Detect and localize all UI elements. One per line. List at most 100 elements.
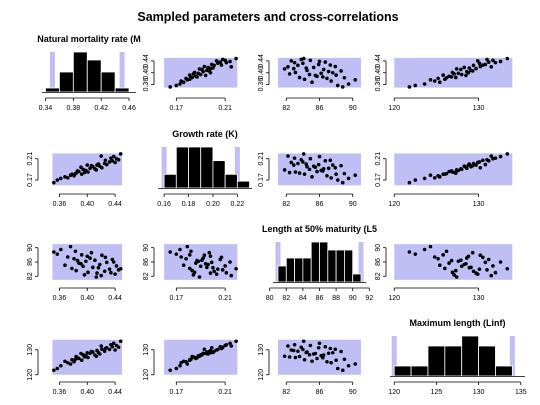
point-K-Linf-18 [483, 162, 488, 167]
point-L50-K-25 [195, 258, 199, 263]
point-Linf-L50-30 [292, 342, 297, 347]
point-K-Linf-0 [413, 178, 418, 182]
point-L50-M-27 [89, 250, 94, 255]
point-M-L50-24 [346, 82, 351, 86]
point-M-Linf-5 [454, 75, 458, 80]
point-K-M-23 [116, 157, 121, 162]
x-tick-label-M-Linf-1: 130 [473, 105, 485, 112]
point-Linf-L50-20 [323, 344, 328, 349]
point-M-L50-21 [289, 59, 294, 63]
hist-bar-L50-1 [285, 257, 295, 283]
panel-title-L50: Length at 50% maturity (L5 [262, 224, 377, 234]
point-K-M-37 [85, 163, 90, 167]
x-tick-label-M-Linf-0: 120 [388, 105, 400, 112]
point-K-Linf-31 [428, 173, 433, 178]
point-K-Linf-36 [407, 180, 412, 185]
point-Linf-M-34 [111, 341, 116, 346]
point-Linf-M-10 [86, 355, 90, 360]
point-M-Linf-39 [444, 75, 449, 80]
point-K-M-38 [99, 154, 103, 158]
y-tick-label-M-K-1: 0.40 [143, 66, 150, 80]
point-K-M-28 [96, 162, 101, 166]
point-K-Linf-30 [493, 156, 498, 160]
hist-bar-L50-2 [294, 257, 304, 283]
point-K-L50-1 [310, 175, 314, 179]
point-K-M-18 [104, 162, 109, 167]
point-M-L50-9 [319, 71, 323, 76]
point-M-L50-26 [287, 72, 292, 76]
point-Linf-L50-21 [289, 348, 294, 352]
point-M-Linf-8 [459, 72, 464, 77]
x-tick-label-L50-Linf-0: 120 [388, 295, 400, 302]
hist-bar-L50-5 [319, 241, 329, 283]
point-Linf-L50-27 [339, 349, 343, 354]
hist-bar-Linf-0 [393, 365, 412, 377]
x-tick-label-L50-3: 86 [316, 295, 324, 302]
point-L50-Linf-32 [464, 261, 468, 266]
point-Linf-K-31 [185, 362, 190, 366]
point-M-K-15 [206, 65, 210, 70]
point-L50-Linf-36 [407, 250, 412, 254]
point-Linf-M-17 [102, 349, 107, 354]
y-tick-label-L50-Linf-0: 82 [375, 272, 382, 280]
point-K-Linf-27 [470, 163, 475, 168]
y-tick-label-M-K-2: 0.44 [143, 54, 150, 68]
band-region-Linf-L50 [277, 339, 362, 375]
point-L50-Linf-34 [498, 260, 503, 264]
panel-Linf-vs-Linf: 120 125 130 135 Maximum length (Linf) [388, 318, 526, 396]
point-M-L50-5 [297, 75, 302, 80]
point-M-K-29 [219, 63, 224, 67]
point-K-M-30 [109, 156, 113, 160]
panel-L50-vs-L50: 80 82 84 86 88 90 92 Length at 50% maturity (L5 [262, 224, 377, 302]
x-tick-label-M-L50-2: 90 [349, 105, 357, 112]
point-M-L50-31 [353, 78, 358, 82]
point-Linf-K-32 [203, 351, 208, 356]
point-K-L50-24 [346, 176, 351, 181]
point-L50-Linf-33 [454, 275, 459, 279]
point-K-M-21 [113, 160, 117, 165]
point-L50-M-34 [111, 260, 116, 264]
x-tick-label-K-M-2: 0.44 [108, 201, 122, 208]
point-K-M-0 [55, 178, 60, 182]
y-tick-label-M-Linf-0: 0.36 [375, 78, 382, 92]
point-M-Linf-2 [432, 79, 437, 83]
point-K-L50-39 [342, 171, 347, 176]
hist-bar-Linf-3 [444, 345, 463, 377]
point-M-L50-0 [335, 83, 340, 88]
point-M-Linf-33 [454, 67, 459, 71]
point-Linf-K-33 [197, 354, 202, 359]
point-Linf-L50-35 [301, 339, 306, 344]
hist-bar-K-3 [200, 146, 214, 189]
point-M-Linf-22 [491, 58, 495, 63]
point-L50-M-14 [95, 271, 99, 275]
point-K-L50-34 [317, 154, 322, 159]
hist-bar-L50-3 [302, 257, 312, 283]
hist-bar-L50-9 [352, 273, 362, 283]
y-tick-label-Linf-K-1: 130 [143, 344, 150, 356]
point-M-Linf-21 [475, 59, 480, 63]
point-K-M-24 [59, 176, 63, 181]
point-M-K-25 [195, 75, 199, 79]
point-L50-M-16 [100, 253, 104, 258]
point-L50-K-32 [203, 261, 208, 266]
point-M-L50-2 [329, 79, 333, 83]
point-Linf-L50-4 [325, 359, 329, 364]
point-L50-K-28 [211, 265, 215, 270]
point-M-Linf-30 [493, 60, 498, 65]
point-Linf-L50-17 [296, 349, 300, 354]
point-K-L50-33 [282, 168, 287, 172]
panel-title-Linf: Maximum length (Linf) [410, 318, 506, 328]
point-Linf-L50-18 [316, 345, 321, 350]
point-K-L50-18 [316, 162, 321, 167]
point-K-L50-37 [330, 163, 335, 167]
point-M-K-21 [214, 59, 219, 63]
band-upper-M [119, 52, 125, 92]
hist-bar-L50-6 [327, 249, 337, 283]
point-M-K-30 [224, 60, 229, 65]
point-L50-M-18 [104, 260, 109, 265]
hist-bar-K-0 [163, 173, 177, 189]
point-L50-Linf-1 [437, 263, 442, 268]
point-L50-M-39 [73, 249, 78, 254]
y-tick-label-Linf-M-0: 120 [27, 369, 34, 381]
point-K-Linf-33 [454, 168, 459, 172]
